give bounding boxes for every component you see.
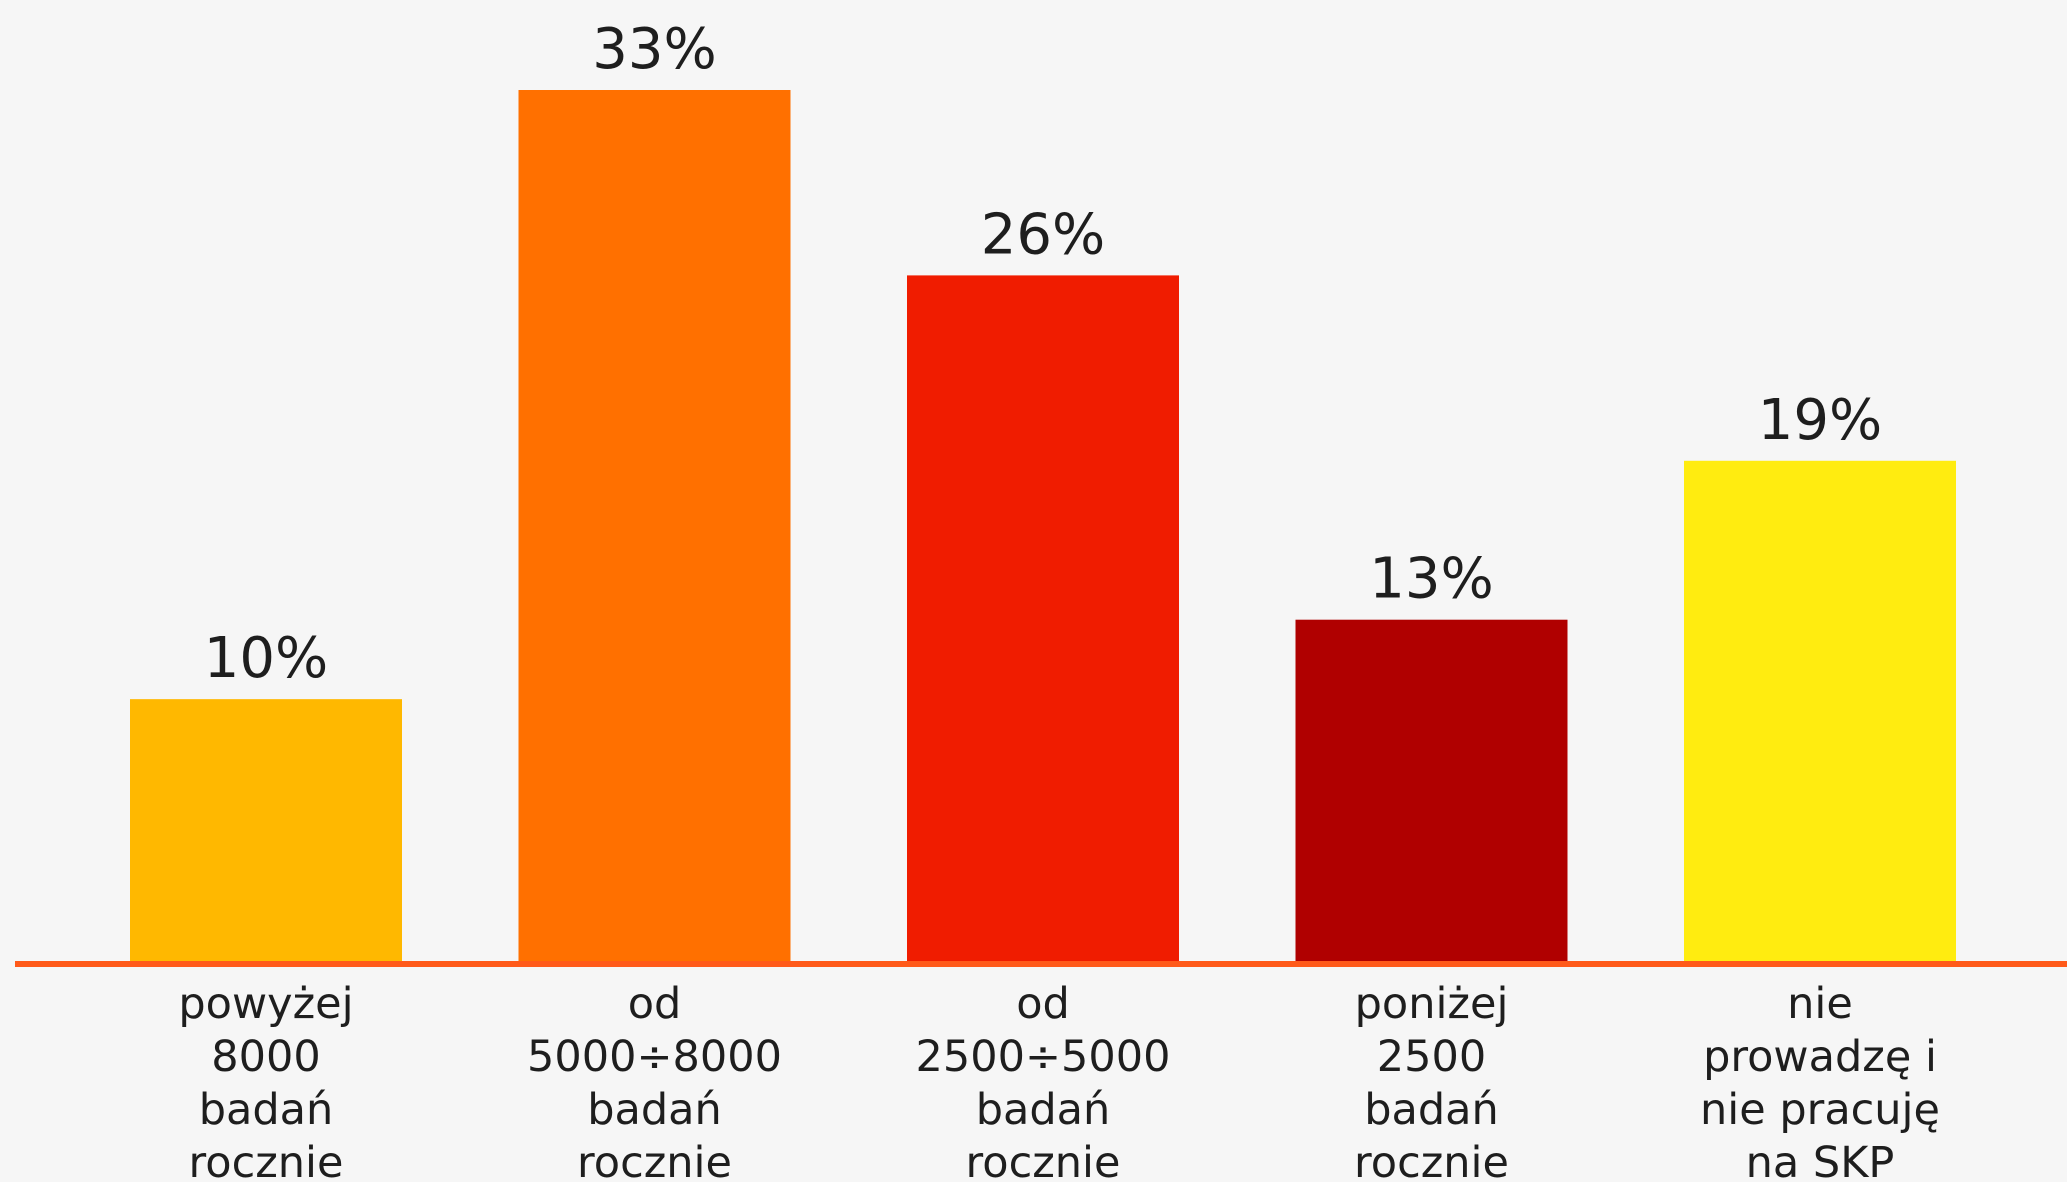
category-label-1: powyżej 8000 badań rocznie (178, 979, 353, 1182)
category-label-2: od 5000÷8000 badań rocznie (527, 979, 782, 1182)
value-label-3: 26% (981, 202, 1105, 267)
bar-2 (518, 90, 791, 964)
bar-3 (907, 275, 1179, 965)
category-label-line: od (628, 979, 682, 1029)
category-label-line: powyżej (178, 979, 353, 1029)
category-label-4: poniżej 2500 badań rocznie (1354, 979, 1509, 1182)
category-label-line: prowadzę i (1703, 1032, 1937, 1082)
category-label-line: od (1016, 979, 1070, 1029)
category-label-line: 8000 (211, 1032, 320, 1082)
category-label-line: rocznie (577, 1138, 732, 1182)
category-label-5: nie prowadzę i nie pracuję na SKP (1700, 979, 1940, 1182)
category-label-line: na SKP (1746, 1138, 1895, 1182)
category-label-line: rocznie (966, 1138, 1121, 1182)
bar-1 (130, 699, 402, 964)
category-label-line: poniżej (1355, 979, 1509, 1029)
value-label-4: 13% (1369, 547, 1493, 612)
category-label-line: nie (1787, 979, 1853, 1029)
category-label-line: rocznie (1354, 1138, 1509, 1182)
category-label-line: 2500 (1377, 1032, 1486, 1082)
bar-4 (1295, 619, 1568, 964)
category-label-line: 2500÷5000 (916, 1032, 1171, 1082)
value-label-5: 19% (1758, 388, 1882, 453)
value-label-2: 33% (592, 17, 716, 82)
category-label-line: badań (199, 1085, 334, 1135)
category-label-line: nie pracuję (1700, 1085, 1940, 1135)
category-label-line: rocznie (189, 1138, 344, 1182)
value-labels-group: 10% 33% 26% 13% 19% (204, 17, 1882, 691)
category-label-line: badań (976, 1085, 1111, 1135)
category-label-line: badań (1364, 1085, 1499, 1135)
category-label-line: 5000÷8000 (527, 1032, 782, 1082)
category-label-line: badań (587, 1085, 722, 1135)
bar-5 (1684, 460, 1956, 964)
bars-group (130, 90, 1956, 965)
category-label-3: od 2500÷5000 badań rocznie (916, 979, 1171, 1182)
value-label-1: 10% (204, 626, 328, 691)
